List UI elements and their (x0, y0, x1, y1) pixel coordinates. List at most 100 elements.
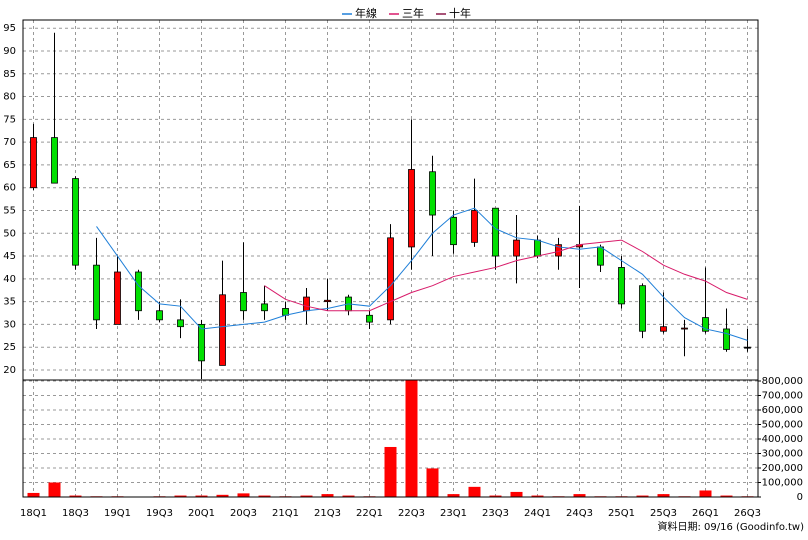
legend-label: 十年 (449, 6, 471, 20)
candle-body (282, 308, 289, 316)
y2-tick-label: 400,000 (762, 434, 803, 445)
y2-tick-label: 0 (797, 492, 803, 503)
candle-body (30, 137, 37, 189)
y-tick-label: 20 (3, 365, 16, 376)
x-tick-label: 21Q3 (314, 508, 341, 519)
legend-label: 年線 (355, 6, 377, 20)
candle-body (240, 292, 247, 312)
y-tick-label: 95 (3, 23, 16, 34)
x-tick-label: 20Q1 (188, 508, 215, 519)
candle-body (387, 237, 394, 321)
x-tick-label: 22Q3 (398, 508, 425, 519)
candle-body (597, 246, 604, 266)
candle-body (723, 328, 730, 350)
volume-bar (636, 495, 649, 497)
y-tick-label: 45 (3, 251, 16, 262)
candle-body (744, 346, 751, 349)
y2-tick-label: 300,000 (762, 449, 803, 460)
x-tick-label: 18Q3 (62, 508, 89, 519)
volume-bar (384, 446, 397, 497)
volume-bar (342, 495, 355, 497)
y-tick-label: 30 (3, 319, 16, 330)
candle-body (492, 207, 499, 257)
x-tick-label: 20Q3 (230, 508, 257, 519)
candle-body (618, 267, 625, 305)
candle-body (324, 299, 331, 303)
x-tick-label: 25Q3 (650, 508, 677, 519)
volume-bar (573, 494, 586, 497)
plot-frame (22, 19, 759, 498)
volume-bar (216, 494, 229, 497)
x-tick-label: 26Q1 (692, 508, 719, 519)
x-tick-label: 19Q1 (104, 508, 131, 519)
candle-body (219, 294, 226, 366)
volume-bar (426, 468, 439, 497)
volume-bar (510, 491, 523, 497)
volume-bar (531, 495, 544, 497)
x-tick-label: 21Q1 (272, 508, 299, 519)
y-tick-label: 50 (3, 228, 16, 239)
candle-body (681, 327, 688, 330)
volume-bar (447, 494, 460, 497)
candle-body (639, 285, 646, 332)
volume-bar (174, 495, 187, 497)
volume-bar (27, 492, 40, 497)
y2-tick-label: 200,000 (762, 463, 803, 474)
x-tick-label: 24Q3 (566, 508, 593, 519)
y-tick-label: 65 (3, 160, 16, 171)
candle-body (261, 303, 268, 312)
candle-body (513, 239, 520, 257)
y-tick-label: 60 (3, 183, 16, 194)
candle-body (114, 271, 121, 325)
candle-body (135, 271, 142, 312)
candle-body (660, 326, 667, 332)
x-tick-label: 25Q1 (608, 508, 635, 519)
candle-body (534, 239, 541, 257)
volume-bar (720, 495, 733, 497)
y-tick-label: 75 (3, 114, 16, 125)
candle-body (303, 296, 310, 312)
y-tick-label: 70 (3, 137, 16, 148)
volume-bar (258, 495, 271, 497)
candle-body (366, 314, 373, 323)
ma-line (96, 207, 748, 341)
x-tick-label: 23Q3 (482, 508, 509, 519)
x-tick-label: 23Q1 (440, 508, 467, 519)
volume-bar (699, 490, 712, 497)
y-tick-label: 55 (3, 205, 16, 216)
volume-bar (300, 495, 313, 497)
volume-bar (321, 494, 334, 497)
y2-tick-label: 100,000 (762, 478, 803, 489)
volume-bar (48, 482, 61, 497)
x-tick-label: 22Q1 (356, 508, 383, 519)
x-tick-label: 26Q3 (734, 508, 761, 519)
x-tick-label: 24Q1 (524, 508, 551, 519)
candle-body (93, 264, 100, 321)
y-tick-label: 90 (3, 46, 16, 57)
x-tick-label: 18Q1 (20, 508, 47, 519)
candle-body (198, 324, 205, 362)
legend-label: 三年 (402, 6, 424, 20)
y2-tick-label: 600,000 (762, 405, 803, 416)
candle-body (156, 310, 163, 321)
y-tick-label: 25 (3, 342, 16, 353)
volume-bar (69, 495, 82, 497)
candle-body (72, 178, 79, 266)
y2-tick-label: 700,000 (762, 391, 803, 402)
y2-tick-label: 800,000 (762, 376, 803, 387)
volume-bar (657, 494, 670, 497)
y-tick-label: 80 (3, 92, 16, 103)
volume-bar (489, 495, 502, 497)
footer: 資料日期: 09/16 (Goodinfo.tw) (657, 520, 804, 533)
candle-body (471, 210, 478, 243)
candle-body (450, 216, 457, 246)
candle-body (51, 137, 58, 184)
y-tick-label: 40 (3, 274, 16, 285)
volume-bar (405, 379, 418, 497)
candle-body (177, 319, 184, 328)
candle-body (429, 171, 436, 216)
volume-bar (237, 493, 250, 497)
y2-tick-label: 500,000 (762, 420, 803, 431)
candle-body (408, 169, 415, 248)
